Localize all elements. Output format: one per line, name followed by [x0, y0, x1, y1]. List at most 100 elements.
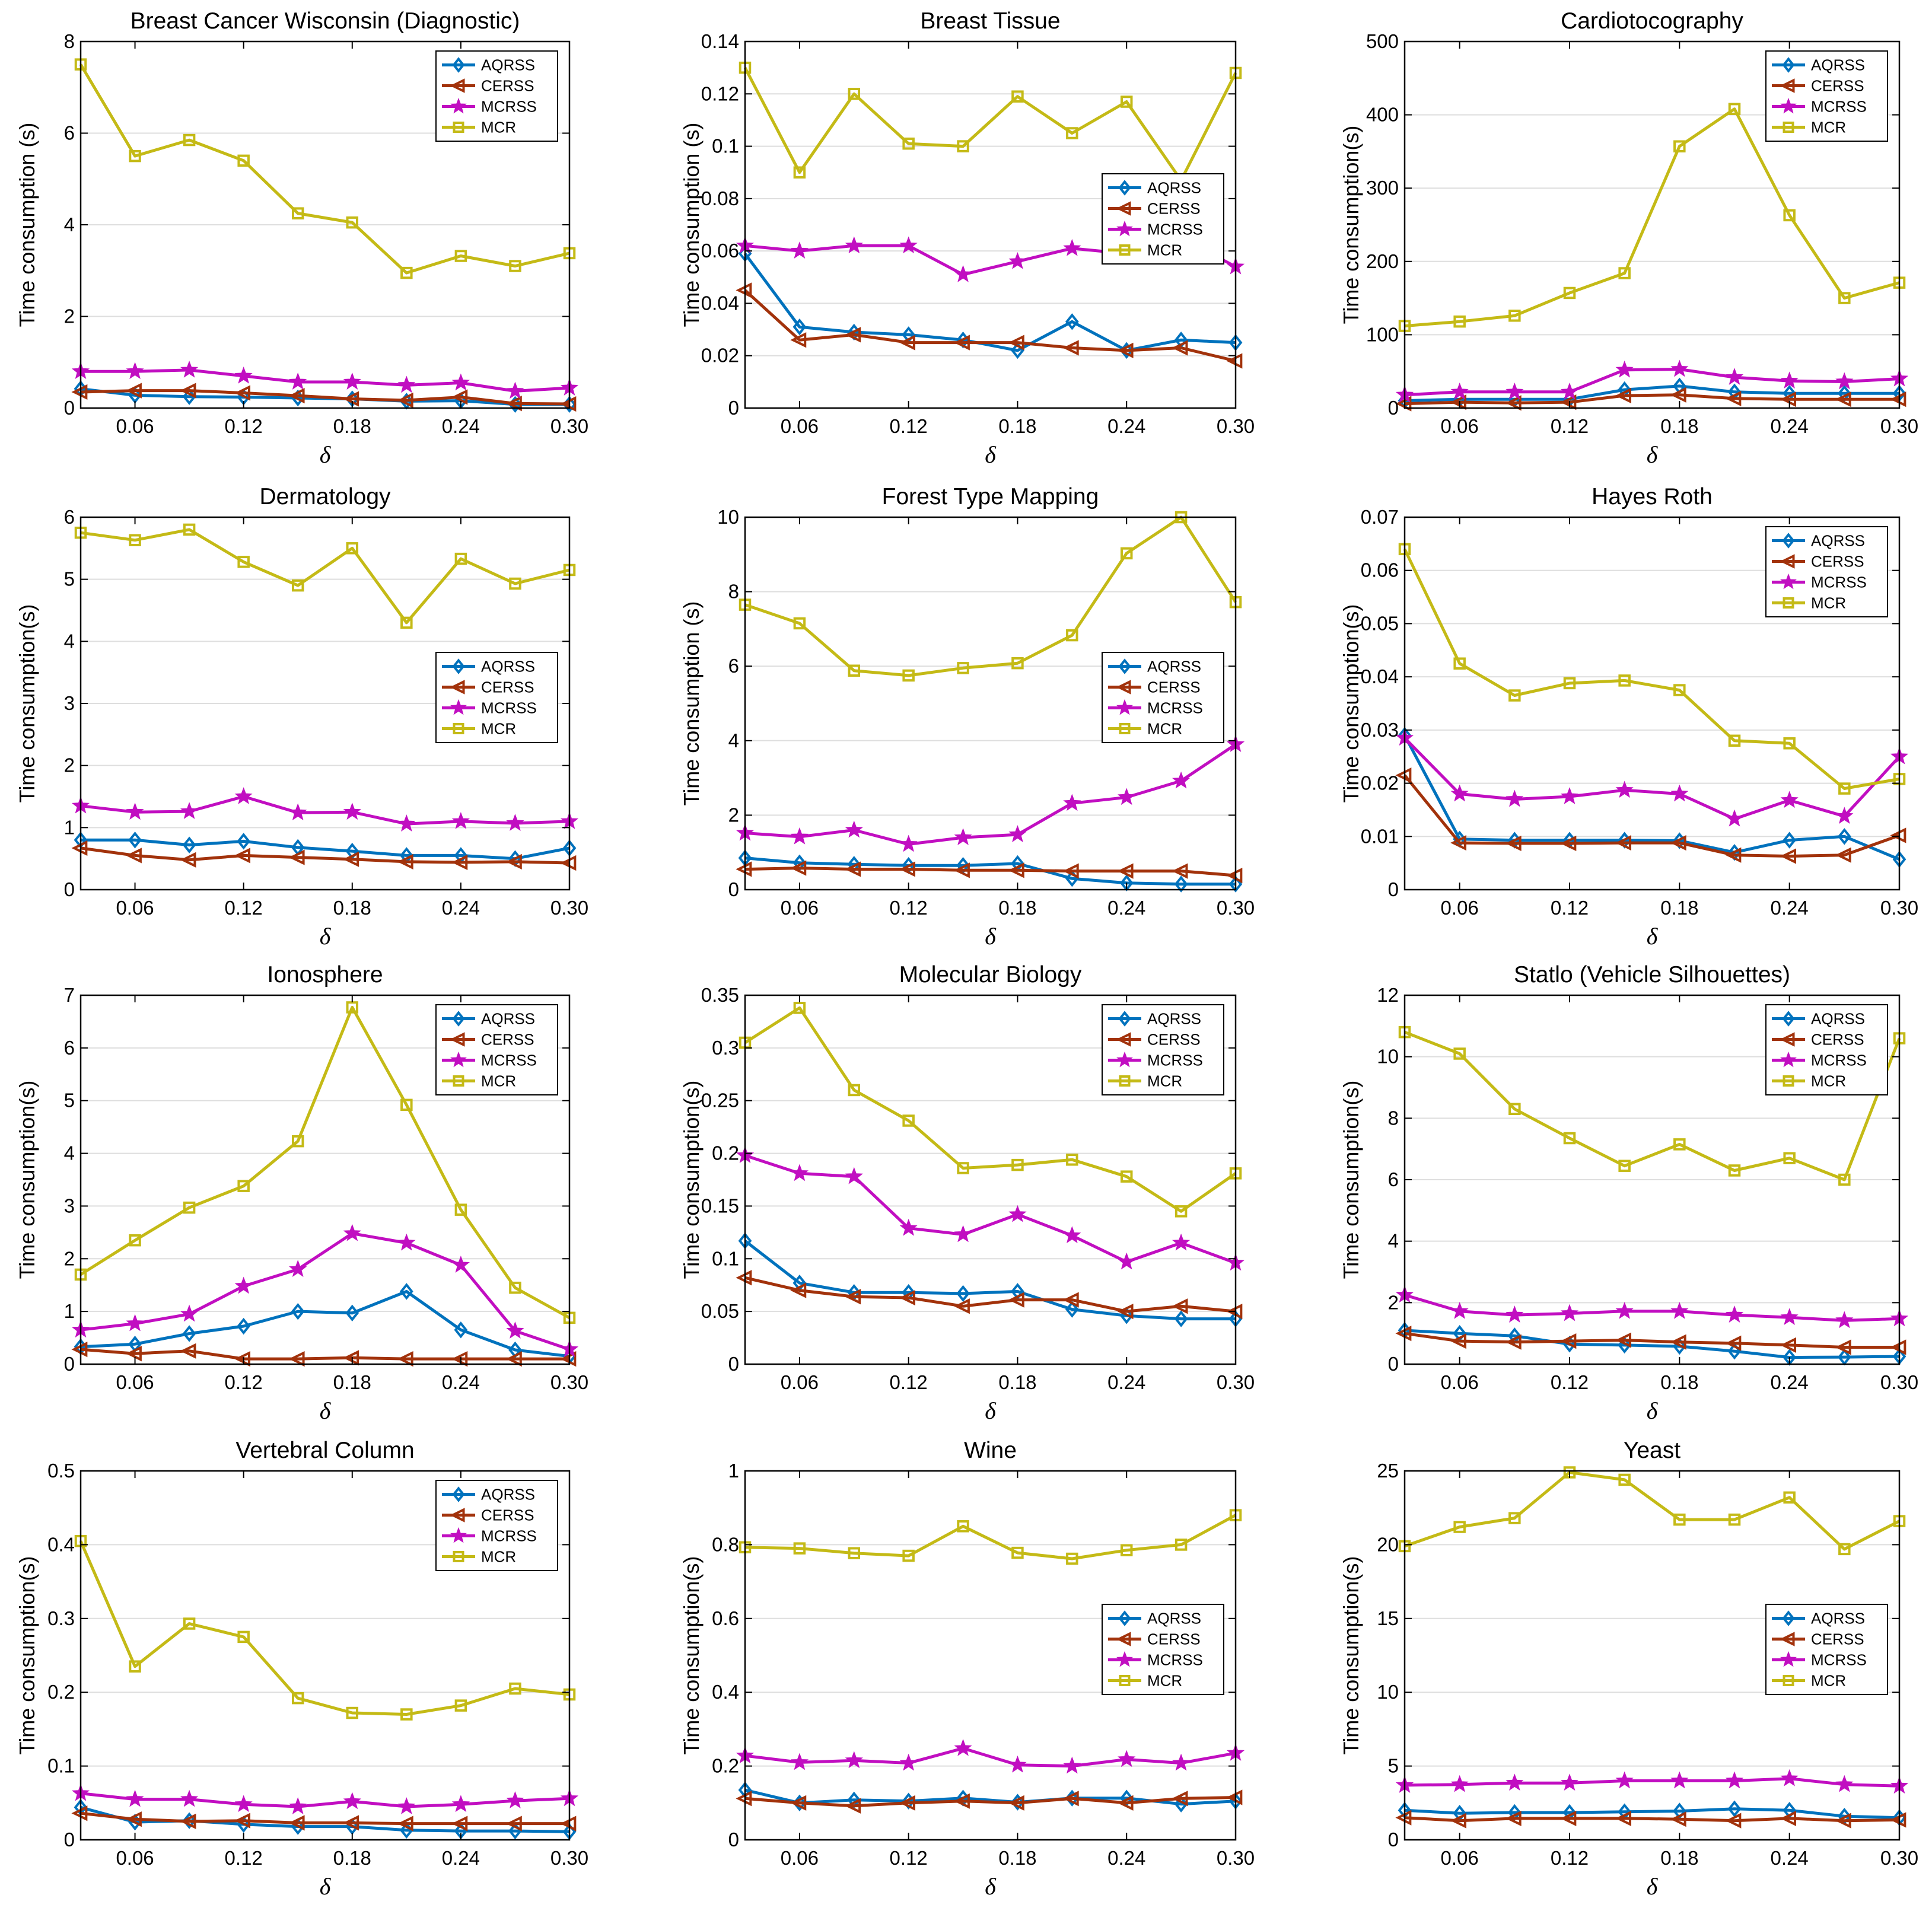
data-point-mcr — [957, 1520, 969, 1533]
legend-label: AQRSS — [1811, 1010, 1865, 1028]
data-point-mcr — [1783, 737, 1796, 750]
data-point-cerss — [1505, 1334, 1522, 1350]
data-point-aqrss — [399, 1283, 413, 1300]
data-point-mcr — [237, 556, 250, 568]
data-point-cerss — [451, 389, 468, 405]
y-tick-label: 1 — [728, 1460, 739, 1482]
x-tick-label: 0.18 — [333, 1371, 371, 1393]
data-point-cerss — [790, 1282, 807, 1298]
x-tick-label: 0.18 — [998, 897, 1036, 919]
legend-entry-aqrss: AQRSS — [1108, 1610, 1201, 1627]
data-point-mcr — [1618, 267, 1631, 279]
data-point-mcrss — [180, 360, 199, 378]
legend-marker-mcr — [453, 723, 464, 734]
data-point-cerss — [1615, 1810, 1632, 1827]
legend-marker-aqrss — [452, 1011, 465, 1027]
legend-entry-mcrss: MCRSS — [1772, 1052, 1867, 1069]
data-point-cerss — [125, 1811, 142, 1827]
x-tick-label: 0.18 — [998, 415, 1036, 437]
x-tick-label: 0.12 — [1551, 897, 1589, 919]
data-point-mcrss — [1506, 1773, 1524, 1791]
y-tick-label: 0.5 — [47, 1460, 75, 1482]
y-tick-label: 0 — [1388, 1829, 1399, 1851]
data-point-cerss — [1615, 835, 1632, 851]
legend-marker-cerss — [1780, 554, 1795, 569]
data-point-mcr — [1066, 629, 1078, 642]
data-point-cerss — [1008, 335, 1024, 351]
series-line-mcrss — [80, 1232, 570, 1351]
data-point-cerss — [953, 335, 970, 351]
data-point-mcrss — [1450, 382, 1469, 400]
series-cerss — [71, 840, 577, 871]
data-point-cerss — [845, 327, 861, 343]
data-point-aqrss — [128, 832, 142, 849]
axes-box — [744, 1470, 1237, 1841]
x-tick-label: 0.06 — [781, 1371, 819, 1393]
x-tick-label: 0.18 — [333, 897, 371, 919]
data-point-mcrss — [1725, 1771, 1744, 1789]
data-point-mcr — [1728, 103, 1741, 115]
series-line-mcr — [744, 1006, 1237, 1213]
x-tick-label: 0.12 — [225, 1847, 263, 1869]
x-tick-label: 0.06 — [1441, 897, 1479, 919]
legend-marker-mcrss — [1116, 699, 1133, 715]
legend-entry-cerss: CERSS — [442, 1506, 534, 1524]
chart-dermatology: 0 1 2 3 4 5 6 0.06 0.12 0.18 0.24 0.30 Dermatology δ T… — [15, 484, 588, 950]
legend-label: AQRSS — [1147, 179, 1201, 197]
data-point-cerss — [1008, 862, 1024, 878]
data-point-mcr — [509, 1281, 521, 1294]
y-tick-label: 0 — [728, 1353, 739, 1375]
x-tick-label: 0.12 — [225, 1371, 263, 1393]
data-point-mcrss — [845, 820, 863, 838]
data-point-mcrss — [451, 1795, 470, 1813]
x-tick-label: 0.18 — [333, 1847, 371, 1869]
legend-label: MCRSS — [1147, 1651, 1203, 1669]
series-mcr — [74, 1534, 576, 1721]
data-point-cerss — [1008, 1795, 1024, 1811]
data-point-mcrss — [1560, 787, 1579, 804]
legend-marker-mcr — [453, 1551, 464, 1562]
data-point-mcr — [1673, 140, 1686, 152]
legend-entry-mcr: MCR — [1772, 1672, 1846, 1690]
data-point-mcrss — [1506, 1305, 1524, 1323]
data-point-mcr — [1838, 1543, 1851, 1556]
legend-entry-mcrss: MCRSS — [1108, 221, 1203, 238]
x-tick-label: 0.30 — [1217, 1847, 1255, 1869]
data-point-mcr — [1066, 127, 1078, 139]
data-point-mcrss — [1172, 1753, 1191, 1771]
legend-entry-mcr: MCR — [1108, 720, 1182, 738]
data-point-mcrss — [343, 372, 361, 390]
data-point-mcr — [1563, 286, 1576, 300]
legend-marker-aqrss — [1782, 1610, 1795, 1626]
legend-entry-aqrss: AQRSS — [442, 1010, 535, 1028]
y-tick-label: 0 — [64, 878, 75, 900]
y-tick-label: 3 — [64, 692, 75, 714]
chart-title: Molecular Biology — [899, 962, 1082, 988]
data-point-cerss — [397, 392, 413, 408]
x-tick-label: 0.24 — [1771, 897, 1809, 919]
legend-label: AQRSS — [1811, 56, 1865, 74]
data-point-mcrss — [451, 811, 470, 829]
data-point-cerss — [505, 396, 522, 412]
data-point-cerss — [397, 853, 413, 869]
data-point-mcrss — [180, 1304, 199, 1322]
legend-label: CERSS — [1811, 77, 1864, 95]
data-point-cerss — [790, 332, 807, 348]
legend-label: MCRSS — [1811, 1651, 1867, 1669]
legend-entry-cerss: CERSS — [442, 77, 534, 95]
y-tick-label: 4 — [64, 214, 75, 235]
legend-label: CERSS — [1147, 1630, 1201, 1648]
legend-entry-cerss: CERSS — [442, 679, 534, 696]
y-tick-label: 4 — [728, 730, 739, 751]
series-line-mcr — [79, 1005, 571, 1319]
y-tick-label: 0.14 — [701, 30, 739, 52]
data-point-aqrss — [1783, 1802, 1797, 1819]
legend-label: AQRSS — [1811, 1610, 1865, 1627]
series-line-mcr — [1403, 548, 1900, 790]
data-point-mcrss — [1835, 807, 1854, 824]
series-line-mcrss — [1404, 368, 1900, 397]
y-axis-label: Time consumption(s) — [15, 604, 39, 803]
data-point-aqrss — [182, 1325, 196, 1342]
data-point-aqrss — [1065, 1301, 1079, 1318]
y-tick-label: 8 — [728, 581, 739, 603]
